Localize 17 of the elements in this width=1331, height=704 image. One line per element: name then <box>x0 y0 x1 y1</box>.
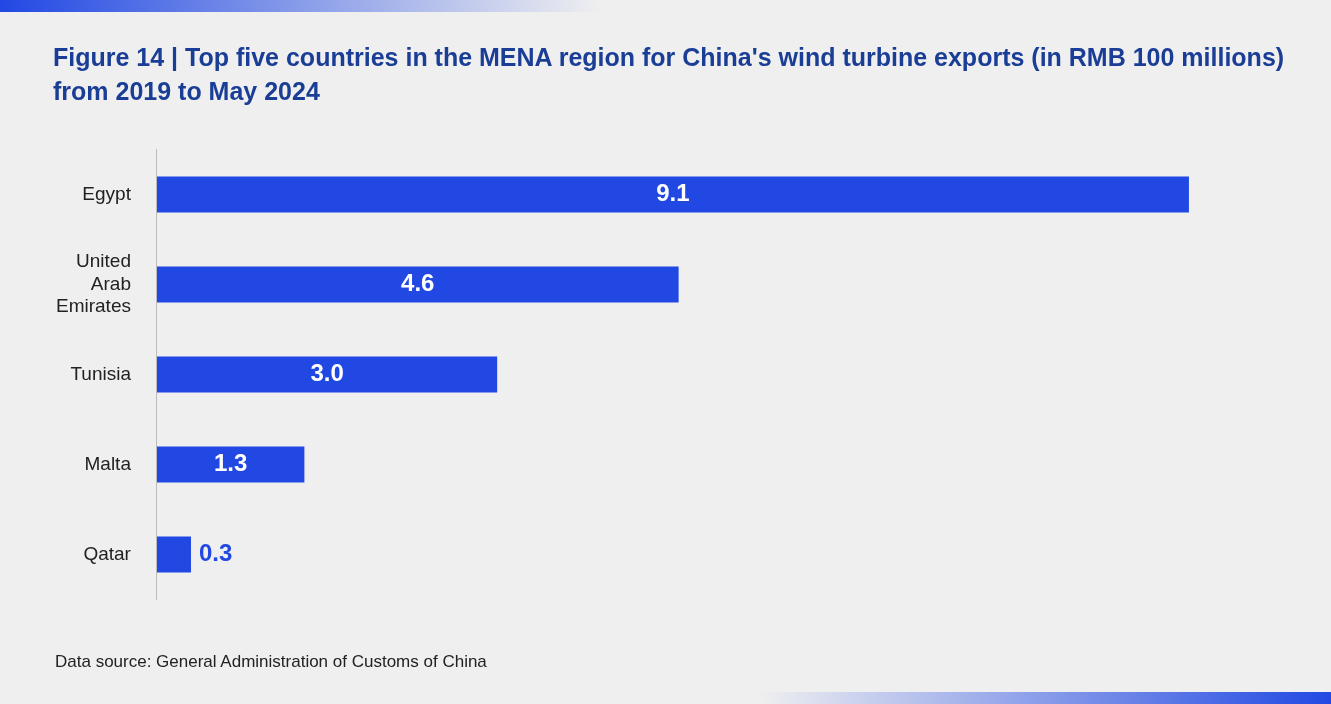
y-tick-label: Egypt <box>82 182 132 204</box>
chart-title: Figure 14 | Top five countries in the MENA region for China's wind turbine exports (in RMB 100 millions) from 2019 to May 2024 <box>53 42 1286 107</box>
data-label: 4.6 <box>401 269 435 297</box>
source-note: Data source: General Administration of Customs of China <box>55 652 487 672</box>
y-tick-label: Qatar <box>83 542 132 564</box>
data-label: 9.1 <box>656 179 690 207</box>
data-label: 0.3 <box>198 539 233 567</box>
data-label: 1.3 <box>213 449 248 477</box>
bar <box>156 446 305 483</box>
bar <box>156 266 679 303</box>
bar <box>156 176 1189 213</box>
data-label: 3.0 <box>310 359 344 387</box>
y-tick-label: Tunisia <box>70 362 132 384</box>
bar <box>156 536 191 573</box>
y-tick-label: United Arab Emirates <box>55 249 131 317</box>
y-tick-label: Malta <box>84 452 132 474</box>
bar <box>156 356 498 393</box>
